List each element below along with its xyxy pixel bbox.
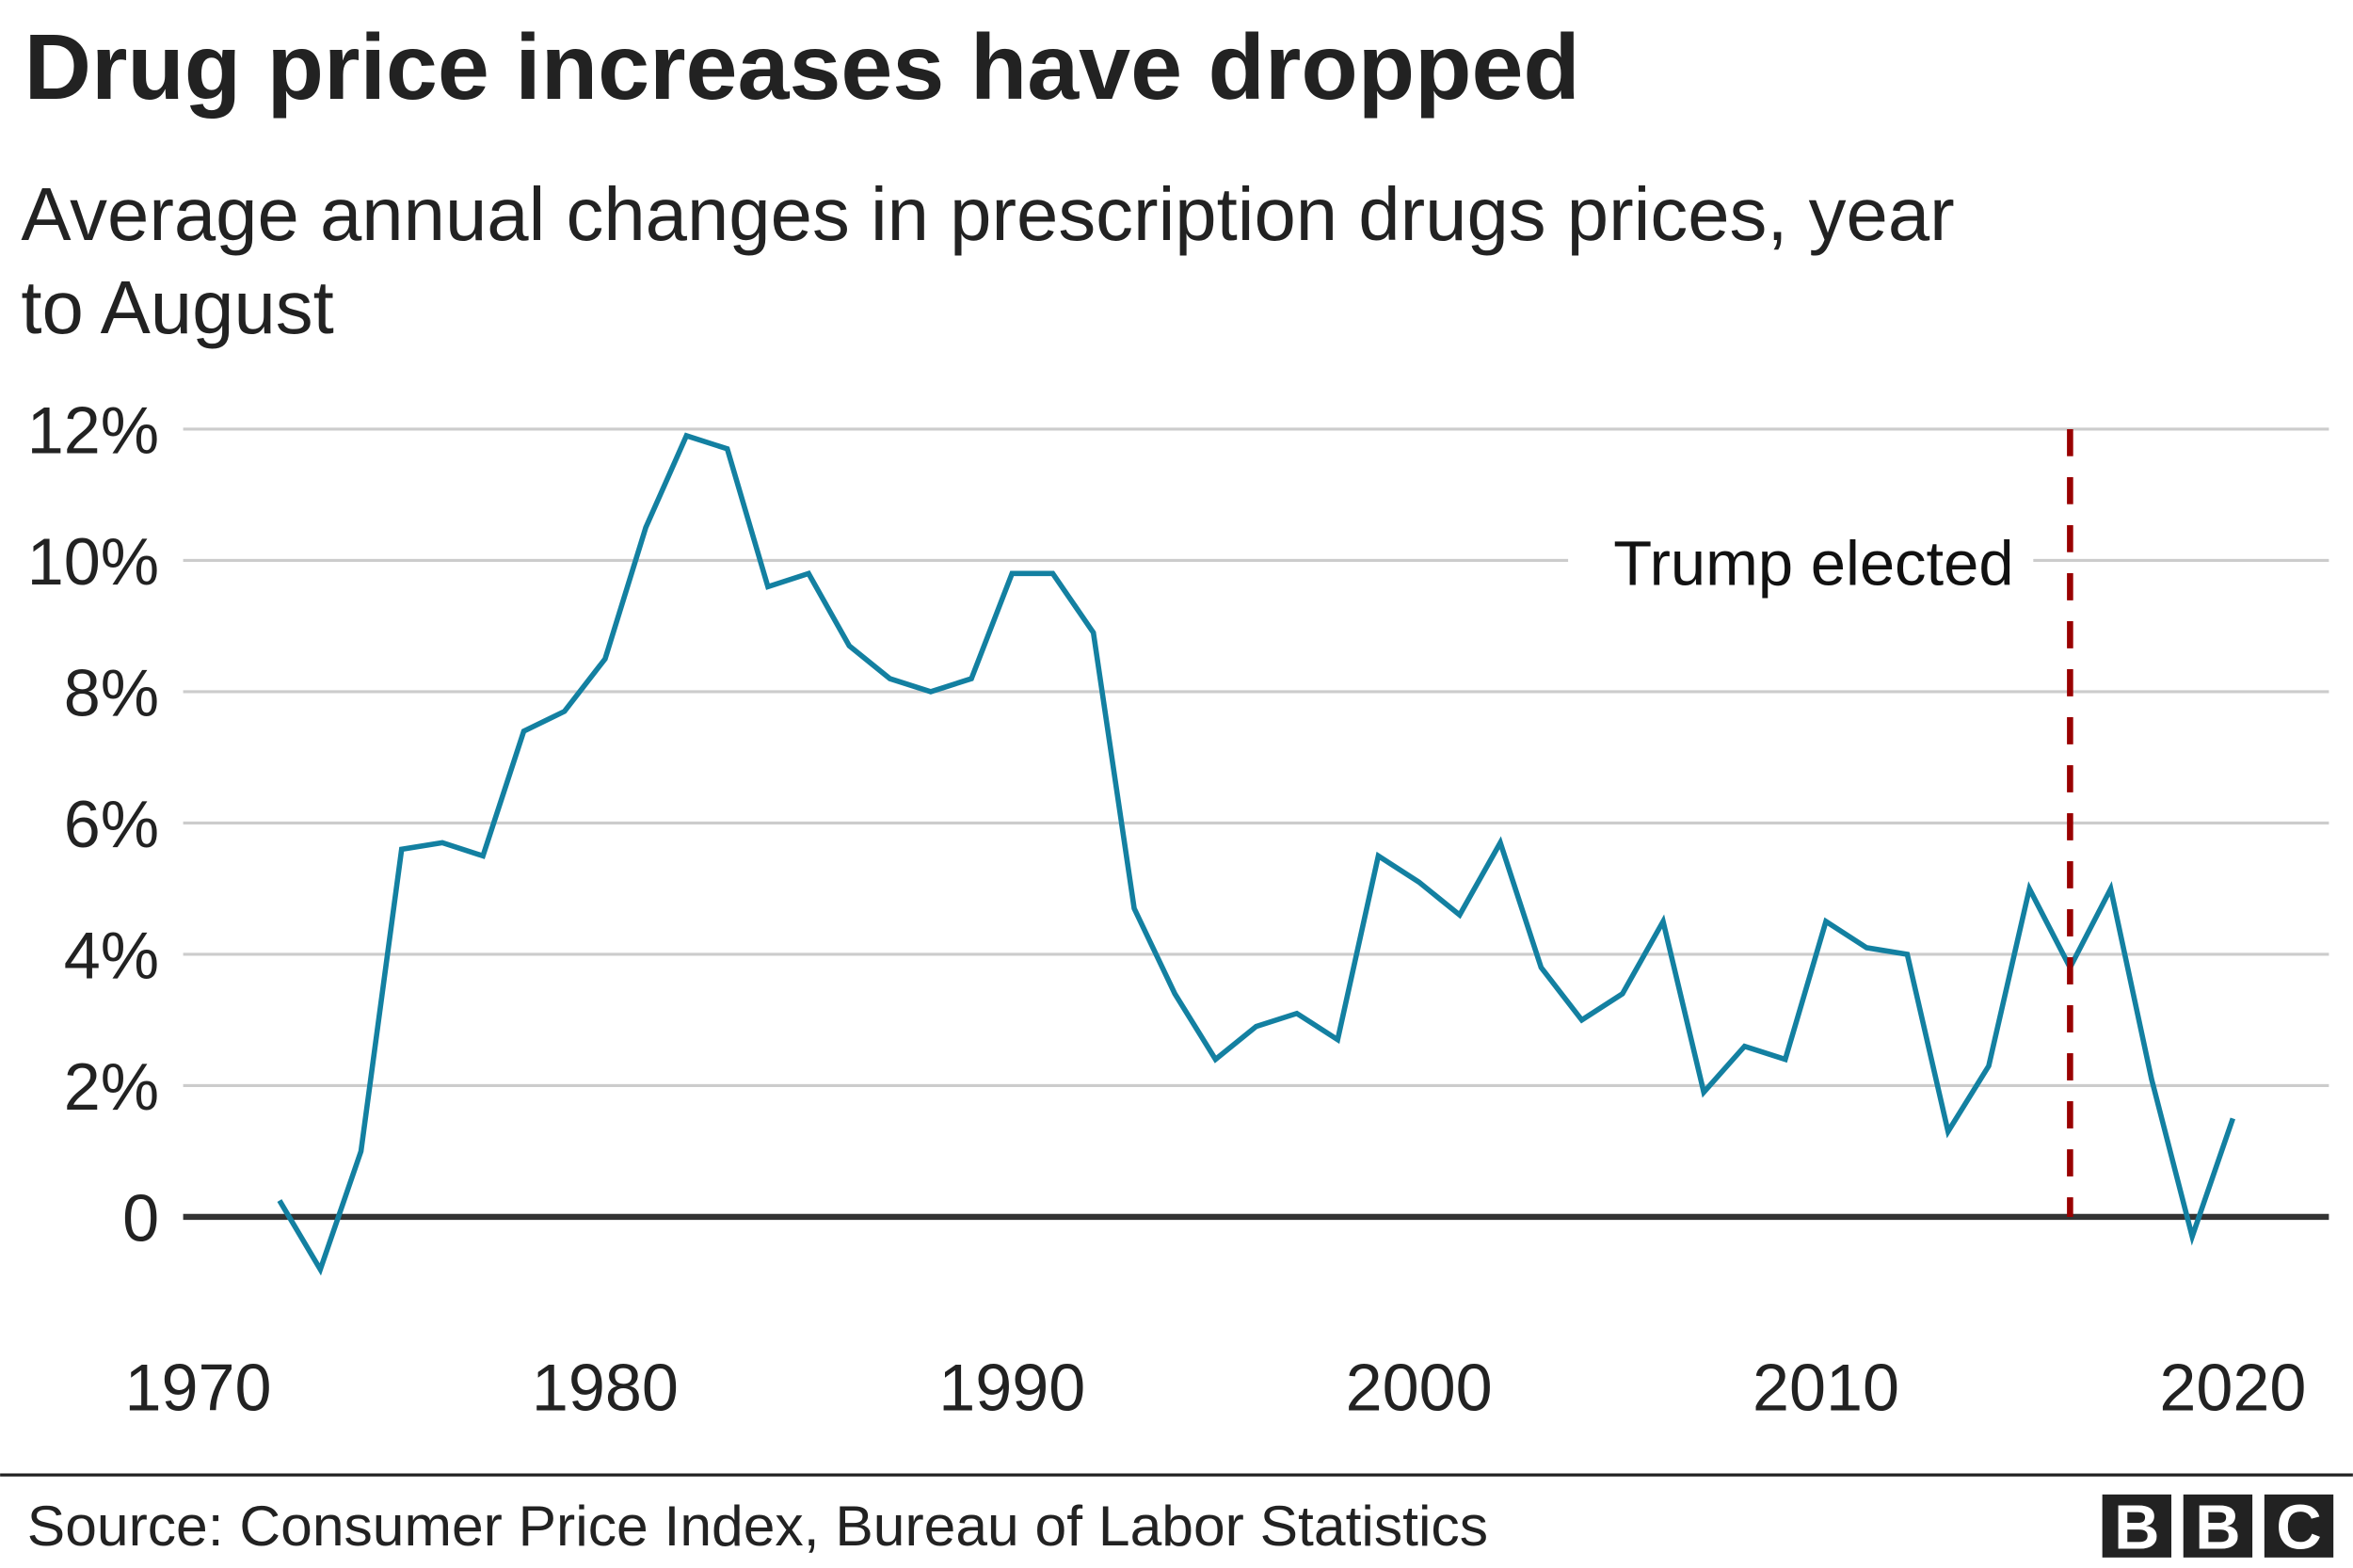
bbc-logo: B B C xyxy=(2102,1492,2334,1562)
x-axis: 1970 1980 1990 2000 2010 2020 xyxy=(125,1352,2307,1425)
gridlines xyxy=(183,427,2329,1221)
annotation-label: Trump elected xyxy=(1613,529,2013,600)
x-tick-label: 2000 xyxy=(1346,1352,1493,1425)
annotation-label-bg xyxy=(1568,524,2034,600)
svg-text:B: B xyxy=(2114,1492,2159,1562)
x-tick-label: 1970 xyxy=(125,1352,272,1425)
y-tick-label: 12% xyxy=(27,393,159,467)
svg-text:B: B xyxy=(2195,1492,2240,1562)
y-tick-label: 0 xyxy=(122,1181,159,1255)
chart-subtitle-line-1: Average annual changes in prescription d… xyxy=(21,172,1954,256)
chart-subtitle-line-2: to August xyxy=(21,265,333,349)
x-tick-label: 1990 xyxy=(938,1352,1085,1425)
y-tick-label: 6% xyxy=(64,788,159,861)
y-tick-label: 2% xyxy=(64,1050,159,1124)
y-tick-label: 4% xyxy=(64,919,159,992)
x-tick-label: 1980 xyxy=(532,1352,679,1425)
x-tick-label: 2010 xyxy=(1753,1352,1899,1425)
source-text: Source: Consumer Price Index, Bureau of … xyxy=(27,1494,1488,1558)
y-axis: 0 2% 4% 6% 8% 10% 12% xyxy=(27,393,159,1255)
y-tick-label: 10% xyxy=(27,525,159,599)
chart-title: Drug price increases have dropped xyxy=(24,15,1580,119)
svg-text:C: C xyxy=(2276,1492,2321,1562)
series xyxy=(277,432,2235,1276)
x-tick-label: 2020 xyxy=(2159,1352,2306,1425)
y-tick-label: 8% xyxy=(64,656,159,729)
